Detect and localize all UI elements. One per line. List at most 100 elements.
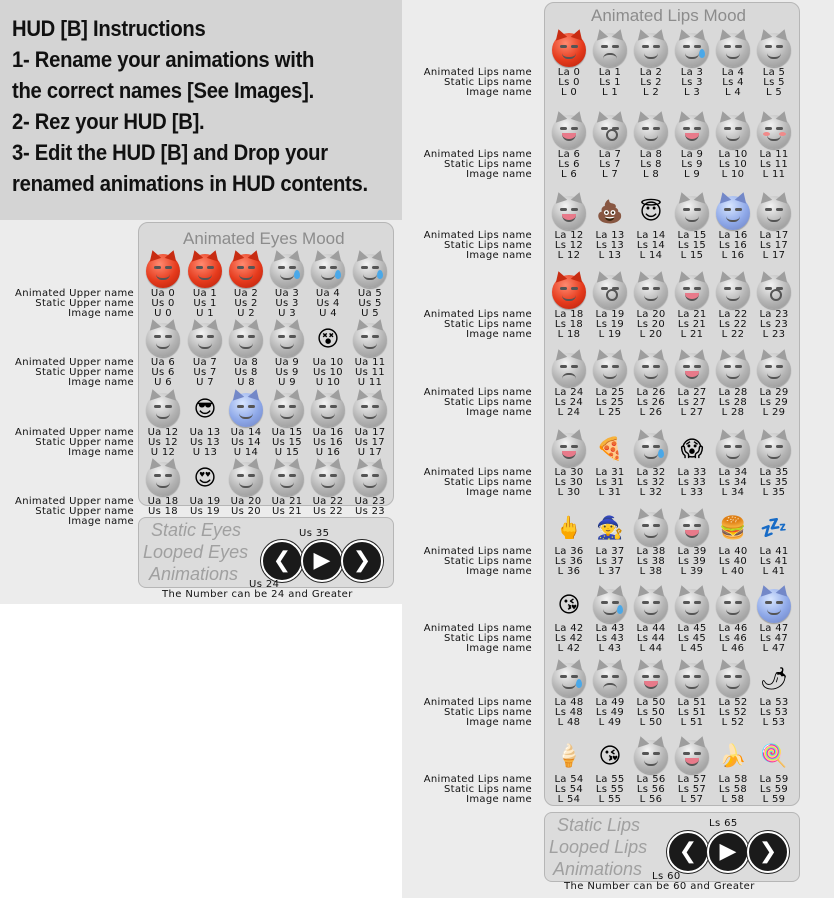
static-name: Ls 17 (759, 240, 789, 251)
closed-eyes-icon[interactable] (229, 317, 263, 357)
tongue-icon[interactable] (675, 109, 709, 149)
relieved-icon[interactable] (311, 387, 345, 427)
eyes-mood-panel: Animated Eyes Mood (138, 222, 394, 506)
neutral-icon[interactable] (146, 317, 180, 357)
smile-icon[interactable] (757, 190, 791, 230)
sleep-icon[interactable]: 💤 (757, 512, 791, 546)
pizza-icon[interactable]: 🍕 (593, 433, 627, 467)
kiss-icon[interactable]: 😘 (552, 589, 586, 623)
tongue-icon[interactable] (675, 734, 709, 774)
closed-eyes-icon[interactable] (229, 456, 263, 496)
angry-red-icon[interactable] (552, 269, 586, 309)
static-name: Ls 44 (636, 633, 666, 644)
row-label: Animated Upper name (15, 427, 134, 438)
drool-icon[interactable] (552, 657, 586, 697)
static-name: Us 1 (193, 298, 217, 309)
blue-face-icon[interactable] (716, 190, 750, 230)
smile-icon[interactable] (757, 27, 791, 67)
x-eyes-icon[interactable]: 😵 (311, 323, 345, 357)
sad-tear-icon[interactable] (270, 248, 304, 288)
neutral-icon[interactable] (634, 27, 668, 67)
tongue-icon[interactable] (675, 506, 709, 546)
angry-red-icon[interactable] (146, 248, 180, 288)
neutral-icon[interactable] (188, 317, 222, 357)
sunglasses-icon[interactable]: 😎 (188, 393, 222, 427)
neutral-icon[interactable] (757, 427, 791, 467)
neutral-icon[interactable] (353, 387, 387, 427)
blue-face-icon[interactable] (757, 583, 791, 623)
grin-icon[interactable] (634, 109, 668, 149)
neutral-icon[interactable] (634, 734, 668, 774)
animated-name: La 40 (718, 546, 748, 557)
chili-icon[interactable]: 🌶 (757, 663, 791, 697)
tongue-icon[interactable] (634, 657, 668, 697)
blush-icon[interactable] (757, 109, 791, 149)
neutral-icon[interactable] (353, 317, 387, 357)
neutral-icon[interactable] (716, 27, 750, 67)
neutral-icon[interactable] (675, 583, 709, 623)
neutral-icon[interactable] (716, 269, 750, 309)
neutral-icon[interactable] (716, 657, 750, 697)
frown-icon[interactable] (552, 347, 586, 387)
ear-shape (593, 109, 609, 123)
angry-red-icon[interactable] (188, 248, 222, 288)
sad-tear-icon[interactable] (353, 248, 387, 288)
neutral-icon[interactable] (716, 583, 750, 623)
image-name: L 15 (680, 250, 704, 261)
squint-icon[interactable] (146, 456, 180, 496)
ice-cream-icon[interactable]: 🍦 (552, 740, 586, 774)
witch-hat-icon[interactable]: 🧙 (593, 512, 627, 546)
frown-icon[interactable] (593, 657, 627, 697)
closed-eyes-icon[interactable] (311, 456, 345, 496)
tongue-icon[interactable] (675, 269, 709, 309)
grin-icon[interactable] (716, 347, 750, 387)
blue-face-icon[interactable] (229, 387, 263, 427)
wide-eyes-icon[interactable] (146, 387, 180, 427)
angry-red-icon[interactable] (552, 27, 586, 67)
sad-tear-icon[interactable] (311, 248, 345, 288)
sad-tear-icon[interactable] (593, 583, 627, 623)
tongue-icon[interactable] (552, 190, 586, 230)
poop-icon[interactable]: 💩 (593, 196, 627, 230)
frown-icon[interactable] (593, 27, 627, 67)
neutral-icon[interactable] (593, 347, 627, 387)
burger-icon[interactable]: 🍔 (716, 512, 750, 546)
tongue-icon[interactable] (552, 427, 586, 467)
drool-icon[interactable] (634, 427, 668, 467)
neutral-icon[interactable] (353, 456, 387, 496)
grimace-icon[interactable] (757, 347, 791, 387)
angry-red-icon[interactable] (229, 248, 263, 288)
neutral-icon[interactable] (675, 657, 709, 697)
neutral-icon[interactable] (270, 456, 304, 496)
neutral-icon[interactable] (270, 387, 304, 427)
neutral-icon[interactable] (716, 109, 750, 149)
scream-icon[interactable]: 😱 (675, 433, 709, 467)
neutral-icon[interactable] (716, 427, 750, 467)
lips-prev-button[interactable]: ❮ (667, 831, 709, 873)
tongue-icon[interactable] (552, 109, 586, 149)
popsicle-icon[interactable]: 🍭 (757, 740, 791, 774)
sad-tear-icon[interactable] (675, 27, 709, 67)
heart-eyes-icon[interactable]: 😍 (188, 462, 222, 496)
lips-next-button[interactable]: ❯ (747, 831, 789, 873)
eyes-prev-button[interactable]: ❮ (261, 540, 303, 582)
neutral-icon[interactable] (675, 190, 709, 230)
banana-icon[interactable]: 🍌 (716, 740, 750, 774)
middle-finger-icon[interactable]: 🖕 (552, 512, 586, 546)
kiss-icon[interactable]: 😘 (593, 740, 627, 774)
lips-play-button[interactable]: ▶ (707, 831, 749, 873)
kiss-glyph: 😘 (557, 593, 581, 618)
halo-icon[interactable]: 😇 (634, 196, 668, 230)
neutral-icon[interactable] (634, 583, 668, 623)
surprised-icon[interactable] (757, 269, 791, 309)
surprised-icon[interactable] (593, 109, 627, 149)
static-name: Ls 12 (554, 240, 584, 251)
neutral-icon[interactable] (634, 269, 668, 309)
neutral-icon[interactable] (634, 347, 668, 387)
neutral-icon[interactable] (634, 506, 668, 546)
eyes-play-button[interactable]: ▶ (301, 540, 343, 582)
tongue-icon[interactable] (675, 347, 709, 387)
eyes-next-button[interactable]: ❯ (341, 540, 383, 582)
wink-icon[interactable] (270, 317, 304, 357)
surprised-icon[interactable] (593, 269, 627, 309)
